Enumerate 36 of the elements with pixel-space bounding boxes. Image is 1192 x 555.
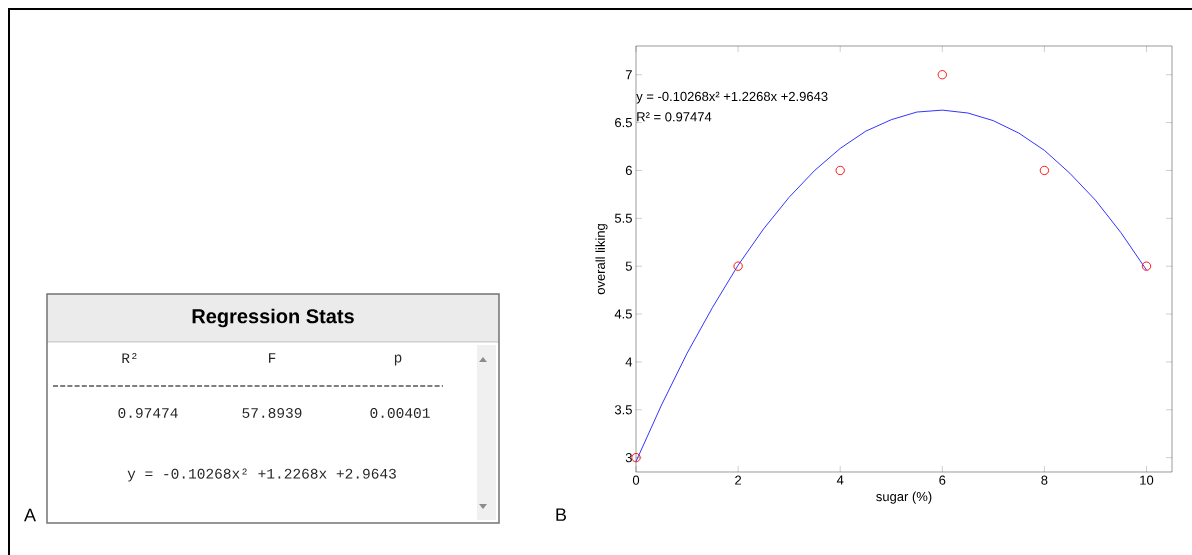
text: 57.8939 [242, 408, 302, 418]
point [733, 261, 743, 271]
x-tick-label: 10 [1140, 475, 1154, 485]
x-tick-label: 4 [836, 475, 844, 485]
annotation: y = -0.10268x² +1.2268x +2.9643 [636, 91, 828, 104]
text: Regression Stats [192, 308, 354, 328]
point [631, 452, 641, 463]
text: F [269, 353, 276, 363]
text: 0.97474 [118, 408, 178, 418]
point [1141, 261, 1152, 271]
x-tick-label: 6 [939, 475, 946, 485]
x-axis-title: sugar (%) [876, 491, 932, 504]
y-tick-label: 5 [625, 261, 632, 271]
x-tick-label: 0 [632, 475, 640, 485]
y-tick-label: 4 [625, 357, 633, 367]
x-tick-label: 2 [735, 475, 742, 485]
y-tick-label: 4.5 [614, 309, 632, 319]
point [1039, 165, 1050, 176]
y-axis-title: overall liking [595, 224, 608, 295]
y-tick-label: 6 [625, 165, 632, 176]
text: p [394, 354, 402, 366]
y-tick-label: 3 [625, 453, 632, 463]
text: R² [122, 352, 137, 364]
text: 0.00401 [370, 408, 430, 418]
y-tick-label: 3.5 [614, 405, 632, 415]
annotation: R² = 0.97474 [637, 112, 712, 122]
text: y = -0.10268x² +1.2268x +2.9643 [127, 468, 396, 482]
y-tick-label: 6.5 [615, 117, 632, 128]
point [937, 70, 947, 80]
text: A [24, 508, 36, 522]
y-tick-label: 7 [625, 70, 632, 80]
point [835, 165, 845, 176]
text: B [556, 508, 567, 521]
line-series [635, 109, 1147, 462]
y-tick-label: 5.5 [614, 213, 632, 223]
x-tick-label: 8 [1041, 475, 1048, 485]
